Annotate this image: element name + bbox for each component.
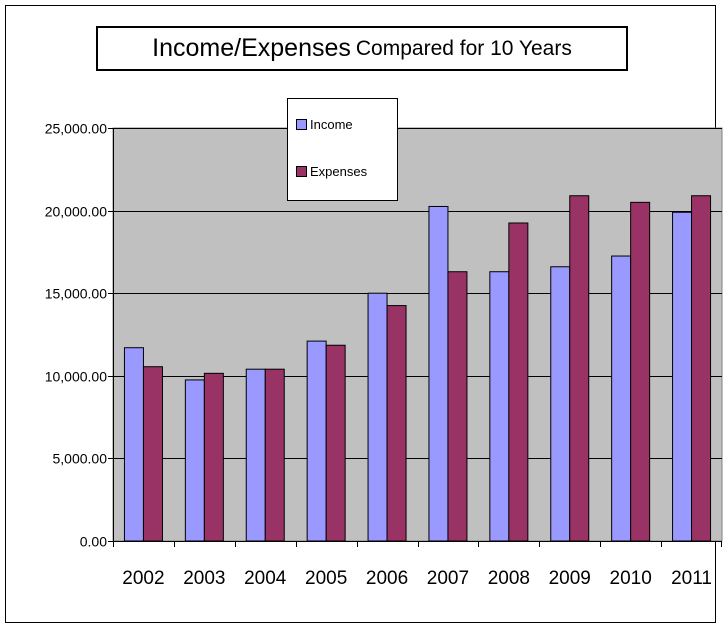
y-tick-label: 10,000.00 — [45, 369, 107, 385]
x-tick-label: 2008 — [488, 568, 530, 589]
bar-expenses-2008 — [508, 222, 529, 542]
x-tick-label: 2002 — [122, 568, 164, 589]
bar-expenses-2007 — [447, 271, 468, 542]
chart-legend: Income Expenses — [287, 98, 398, 201]
x-tick-label: 2003 — [183, 568, 225, 589]
x-tick-label: 2010 — [610, 568, 652, 589]
bar-expenses-2006 — [386, 305, 407, 542]
x-tick-label: 2005 — [305, 568, 347, 589]
bar-income-2006 — [367, 292, 388, 542]
y-tick-label: 15,000.00 — [45, 286, 107, 302]
chart-title-rest: Compared for 10 Years — [355, 36, 572, 60]
bar-income-2007 — [428, 205, 449, 542]
chart-title-main: Income/Expenses — [152, 34, 351, 62]
legend-item-income: Income — [296, 117, 353, 132]
bar-expenses-2010 — [630, 201, 651, 542]
legend-item-expenses: Expenses — [296, 164, 367, 179]
x-tick-label: 2006 — [366, 568, 408, 589]
legend-label-expenses: Expenses — [310, 164, 368, 179]
y-tick-label: 5,000.00 — [53, 451, 108, 467]
x-tick-label: 2004 — [244, 568, 287, 589]
bar-expenses-2004 — [264, 368, 285, 542]
y-tick-label: 20,000.00 — [45, 204, 107, 220]
x-tick-label: 2011 — [671, 568, 712, 589]
bar-income-2010 — [611, 255, 632, 542]
bar-expenses-2003 — [203, 372, 224, 542]
bar-income-2005 — [306, 340, 327, 542]
x-tick-label: 2009 — [549, 568, 591, 589]
y-tick-label: 25,000.00 — [45, 121, 107, 137]
bar-income-2003 — [184, 379, 205, 542]
x-tick-label: 2007 — [427, 568, 469, 589]
legend-swatch-expenses — [296, 166, 307, 177]
bar-expenses-2009 — [569, 195, 590, 542]
legend-label-income: Income — [310, 117, 353, 132]
bar-income-2004 — [245, 368, 266, 542]
bar-expenses-2011 — [691, 195, 712, 542]
bar-income-2009 — [550, 266, 571, 542]
bar-expenses-2002 — [142, 366, 163, 542]
bar-expenses-2005 — [325, 344, 346, 542]
bar-income-2008 — [489, 271, 510, 542]
y-tick-label: 0.00 — [80, 534, 107, 550]
bar-income-2011 — [672, 211, 693, 542]
bar-income-2002 — [123, 347, 144, 542]
legend-swatch-income — [296, 119, 307, 130]
chart-title: Income/Expenses Compared for 10 Years — [96, 26, 628, 71]
